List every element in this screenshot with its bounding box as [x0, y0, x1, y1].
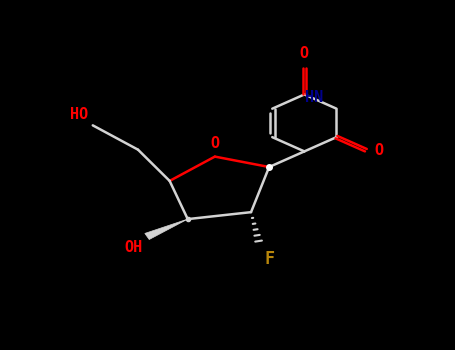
- Text: F: F: [265, 250, 275, 268]
- Text: O: O: [374, 143, 383, 158]
- Text: O: O: [300, 47, 309, 62]
- Text: O: O: [210, 136, 219, 152]
- Text: OH: OH: [124, 240, 142, 255]
- Polygon shape: [145, 219, 188, 239]
- Text: HN: HN: [305, 90, 323, 105]
- Text: HO: HO: [70, 107, 88, 122]
